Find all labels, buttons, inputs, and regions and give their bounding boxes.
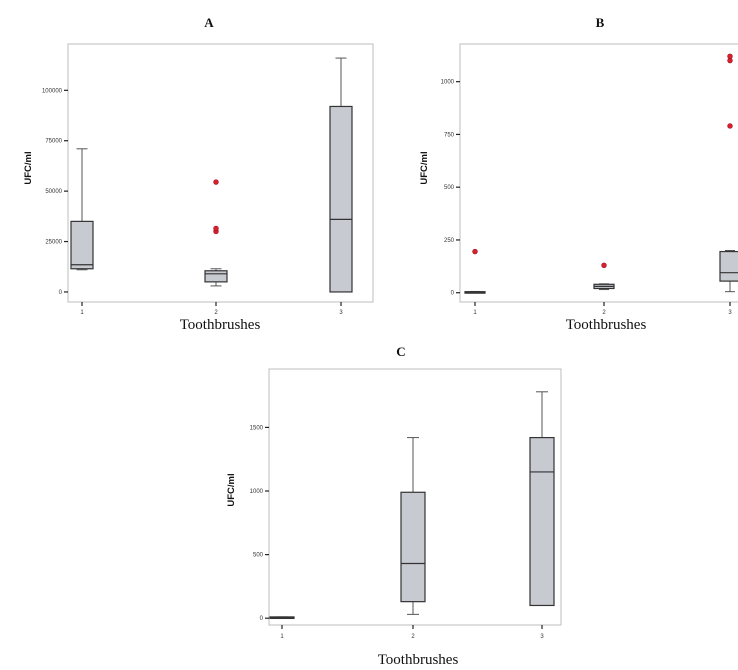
y-tick-label: 75000	[45, 139, 62, 145]
iqr-box	[400, 491, 426, 603]
box-plot-3	[529, 391, 555, 607]
panel-title: B	[596, 15, 605, 30]
y-tick-label: 0	[260, 616, 264, 622]
box-plot-3	[719, 53, 738, 293]
x-tick-label: 1	[80, 310, 84, 316]
x-axis-label: Toothbrushes	[378, 652, 459, 668]
x-axis-label: Toothbrushes	[180, 317, 261, 333]
y-tick-label: 1500	[250, 425, 264, 431]
box-plot-2	[400, 437, 426, 615]
iqr-box	[529, 436, 555, 607]
x-tick-label: 2	[214, 310, 218, 316]
y-tick-label: 50000	[45, 189, 62, 195]
y-tick-label: 1000	[441, 80, 455, 86]
x-tick-label: 3	[339, 310, 343, 316]
y-axis-label: UFC/ml	[419, 151, 430, 184]
chart-panel-a: A UFC/ml Toothbrushes 0 25000 50000 75000 10000…	[23, 15, 374, 333]
y-tick-label: 0	[59, 290, 63, 296]
x-axis-label: Toothbrushes	[566, 317, 647, 333]
plot-frame	[67, 43, 374, 303]
box-plot-1	[269, 616, 295, 620]
x-tick-label: 2	[602, 310, 606, 316]
y-axis-label: UFC/ml	[23, 151, 34, 184]
box-plot-2	[593, 262, 615, 291]
chart-panel-b: B UFC/ml Toothbrushes 0 250 500 750 1000 1 2 3	[419, 15, 738, 333]
iqr-box	[329, 105, 353, 293]
iqr-box	[719, 250, 738, 282]
panel-title: C	[396, 344, 405, 359]
y-tick-label: 0	[451, 291, 455, 297]
box-plot-1	[70, 148, 94, 271]
y-axis-label: UFC/ml	[226, 473, 237, 506]
plot-frame	[459, 43, 738, 303]
y-tick-label: 250	[444, 238, 455, 244]
iqr-box	[204, 270, 228, 283]
outlier-point	[213, 225, 219, 232]
y-tick-label: 750	[444, 132, 455, 138]
x-tick-label: 1	[280, 634, 284, 640]
x-tick-label: 2	[411, 634, 415, 640]
x-tick-label: 1	[473, 310, 477, 316]
outlier-point	[727, 53, 733, 60]
outlier-point	[601, 262, 607, 268]
x-tick-label: 3	[540, 634, 544, 640]
box-plot-3	[329, 57, 353, 293]
iqr-box	[70, 220, 94, 270]
plot-frame	[268, 368, 562, 626]
box-plot-2	[204, 179, 228, 287]
outlier-point	[727, 123, 733, 129]
y-tick-label: 25000	[45, 240, 62, 246]
x-tick-label: 3	[728, 310, 732, 316]
y-tick-label: 500	[444, 185, 455, 191]
chart-panel-c: C UFC/ml Toothbrushes 0 500 1000 1500 1 2 3	[226, 344, 562, 668]
y-tick-label: 500	[253, 553, 264, 559]
outlier-point	[472, 248, 478, 255]
outlier-point	[213, 179, 219, 185]
box-plot-1	[464, 248, 486, 294]
y-tick-label: 100000	[42, 88, 63, 94]
panel-title: A	[204, 15, 214, 30]
y-tick-label: 1000	[250, 489, 264, 495]
